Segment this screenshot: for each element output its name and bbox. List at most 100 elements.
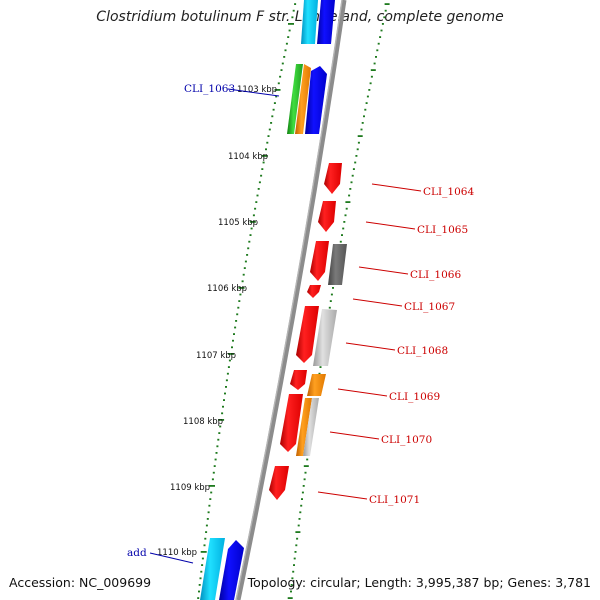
gene-feature-CLI_1069[interactable] — [290, 370, 307, 390]
kbp-minor-tick — [356, 148, 359, 151]
kbp-minor-tick — [384, 9, 387, 12]
gene-feature-CLI_1071[interactable] — [269, 466, 289, 500]
kbp-minor-tick — [304, 471, 307, 474]
kbp-minor-tick — [342, 227, 345, 230]
kbp-minor-tick — [379, 36, 382, 38]
gene-feature-orange[interactable] — [307, 374, 326, 396]
gene-feature-blue[interactable] — [219, 540, 244, 600]
kbp-minor-tick — [212, 471, 215, 474]
gene-feature-orange[interactable] — [296, 398, 312, 456]
kbp-minor-tick — [246, 254, 249, 256]
kbp-major-tick — [209, 485, 215, 487]
kbp-minor-tick — [223, 399, 225, 401]
gene-feature-blue[interactable] — [317, 0, 335, 44]
kbp-minor-tick — [271, 115, 274, 118]
kbp-major-tick — [249, 221, 256, 223]
kbp-minor-tick — [224, 392, 226, 395]
kbp-minor-tick — [256, 194, 259, 197]
kbp-minor-tick — [328, 306, 331, 309]
kbp-major-tick — [200, 551, 207, 553]
kbp-minor-tick — [231, 346, 233, 349]
kbp-minor-tick — [319, 366, 322, 368]
kbp-minor-tick — [248, 240, 251, 243]
gene-feature-cyan[interactable] — [301, 0, 318, 44]
gene-feature-CLI_1066[interactable] — [310, 241, 329, 281]
label-leader-lines — [149, 88, 422, 564]
gene-label-CLI_1063[interactable]: CLI_1063 — [184, 83, 235, 95]
kbp-minor-tick — [238, 300, 241, 302]
kbp-minor-tick — [330, 293, 333, 296]
gene-label-CLI_1069[interactable]: CLI_1069 — [389, 391, 440, 403]
kbp-label: 1103 kbp — [237, 85, 277, 95]
gene-label-CLI_1070[interactable]: CLI_1070 — [381, 434, 432, 446]
gene-label-CLI_1066[interactable]: CLI_1066 — [410, 269, 461, 281]
kbp-minor-tick — [213, 465, 216, 467]
kbp-minor-tick — [300, 504, 303, 507]
kbp-minor-tick — [249, 234, 252, 236]
gene-label-add[interactable]: add — [127, 547, 147, 559]
gene-feature-blue[interactable] — [305, 66, 327, 134]
gene-label-CLI_1065[interactable]: CLI_1065 — [417, 224, 468, 236]
kbp-label: 1108 kbp — [183, 417, 223, 427]
gene-feature-CLI_1065[interactable] — [318, 201, 336, 232]
gene-feature-CLI_1070[interactable] — [280, 394, 303, 452]
kbp-minor-tick — [350, 181, 353, 184]
kbp-minor-tick — [239, 293, 242, 296]
kbp-minor-tick — [366, 95, 369, 98]
kbp-label: 1106 kbp — [207, 284, 247, 294]
kbp-minor-tick — [277, 82, 280, 85]
kbp-minor-tick — [293, 564, 295, 566]
topology-text: Topology: circular; Length: 3,995,387 bp… — [247, 575, 591, 590]
gene-feature-gray[interactable] — [328, 244, 347, 285]
kbp-minor-tick — [375, 56, 377, 58]
gene-feature-lightgray[interactable] — [313, 309, 337, 366]
kbp-minor-tick — [201, 564, 204, 566]
kbp-minor-tick — [247, 247, 250, 250]
kbp-minor-tick — [221, 412, 224, 415]
kbp-minor-tick — [290, 590, 292, 593]
gene-label-CLI_1067[interactable]: CLI_1067 — [404, 301, 455, 313]
kbp-major-tick — [303, 465, 309, 467]
kbp-label: 1104 kbp — [228, 152, 268, 162]
gene-label-CLI_1064[interactable]: CLI_1064 — [423, 186, 474, 198]
kbp-minor-tick — [299, 511, 302, 514]
kbp-minor-tick — [301, 491, 304, 494]
kbp-minor-tick — [234, 326, 237, 329]
kbp-minor-tick — [370, 75, 373, 78]
gene-feature-green[interactable] — [287, 64, 303, 134]
kbp-minor-tick — [380, 29, 383, 32]
kbp-major-tick — [218, 419, 225, 421]
gene-feature-cyan[interactable] — [200, 538, 225, 600]
kbp-minor-tick — [226, 372, 229, 375]
kbp-minor-tick — [257, 188, 260, 190]
kbp-minor-tick — [291, 577, 294, 580]
kbp-minor-tick — [210, 491, 213, 494]
kbp-minor-tick — [275, 95, 278, 98]
gene-label-CLI_1068[interactable]: CLI_1068 — [397, 345, 448, 357]
kbp-minor-tick — [272, 108, 275, 111]
kbp-minor-tick — [296, 537, 299, 540]
gene-feature-orange[interactable] — [295, 64, 311, 134]
kbp-minor-tick — [302, 485, 305, 487]
gene-feature-lightgray[interactable] — [303, 398, 319, 456]
kbp-minor-tick — [351, 174, 354, 177]
kbp-minor-tick — [243, 267, 246, 269]
kbp-minor-tick — [280, 69, 283, 71]
kbp-minor-tick — [344, 214, 347, 217]
gene-feature-CLI_1064[interactable] — [324, 163, 342, 194]
kbp-minor-tick — [250, 227, 253, 230]
kbp-minor-tick — [205, 524, 208, 527]
gene-feature-CLI_1067[interactable] — [307, 285, 321, 298]
kbp-minor-tick — [233, 333, 235, 335]
kbp-label: 1107 kbp — [196, 351, 236, 361]
kbp-minor-tick — [297, 524, 300, 527]
kbp-major-tick — [370, 69, 376, 71]
kbp-minor-tick — [236, 313, 239, 316]
kbp-minor-tick — [235, 320, 238, 322]
kbp-label: 1109 kbp — [170, 483, 210, 493]
kbp-minor-tick — [217, 438, 220, 441]
gene-feature-CLI_1068[interactable] — [296, 306, 319, 363]
kbp-minor-tick — [261, 168, 264, 170]
gene-label-CLI_1071[interactable]: CLI_1071 — [369, 494, 420, 506]
